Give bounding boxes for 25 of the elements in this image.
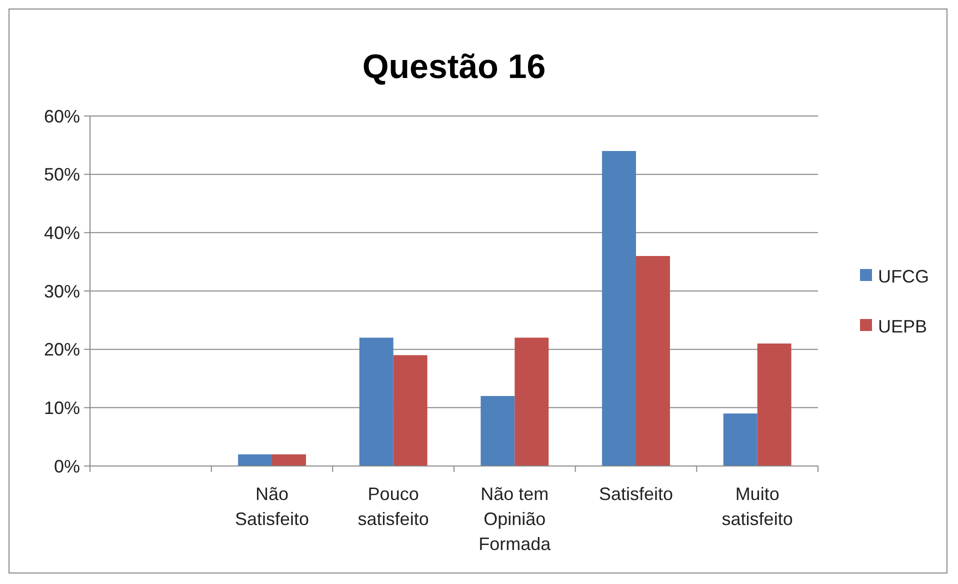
legend-label: UEPB — [878, 316, 928, 336]
legend-label: UFCG — [878, 266, 929, 286]
y-tick-label: 0% — [54, 456, 80, 476]
bar — [272, 454, 306, 466]
x-tick-label: Não tem Opinião Formada — [478, 484, 552, 554]
x-tick-label: Satisfeito — [598, 484, 674, 504]
bar — [359, 338, 394, 466]
y-tick-label: 50% — [44, 164, 80, 185]
y-tick-label: 20% — [44, 340, 80, 360]
bar — [723, 414, 758, 466]
x-tick-label: Não Satisfeito — [234, 484, 310, 529]
y-tick-label: 60% — [44, 106, 80, 126]
bar — [602, 151, 636, 466]
bar — [636, 256, 670, 466]
x-tick-label: Muito satisfeito — [722, 484, 793, 529]
bar — [757, 344, 792, 466]
bar — [238, 454, 272, 466]
y-tick-label: 40% — [44, 222, 80, 243]
bar — [480, 396, 515, 466]
bar — [393, 355, 428, 466]
chart-title: Questão 16 — [362, 48, 546, 86]
y-tick-label: 30% — [44, 281, 80, 302]
x-tick-label: Pouco satisfeito — [358, 484, 429, 529]
bar — [514, 338, 549, 466]
y-tick-label: 10% — [44, 398, 80, 418]
